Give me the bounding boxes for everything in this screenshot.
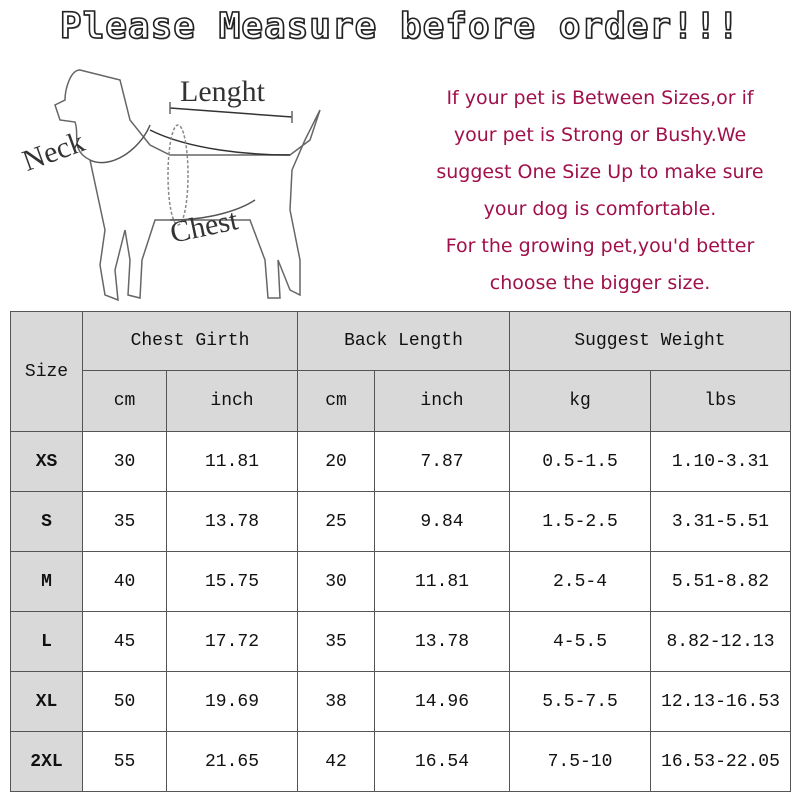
sizing-note: If your pet is Between Sizes,or if your … <box>400 80 800 302</box>
unit-header: inch <box>374 370 510 432</box>
table-cell: 5.5-7.5 <box>509 671 651 732</box>
table-cell: 19.69 <box>166 671 298 732</box>
size-cell: XS <box>10 431 83 492</box>
table-cell: 50 <box>82 671 167 732</box>
table-cell: 0.5-1.5 <box>509 431 651 492</box>
size-table: Size Chest Girth Back Length Suggest Wei… <box>10 311 791 792</box>
table-cell: 15.75 <box>166 551 298 612</box>
table-cell: 45 <box>82 611 167 672</box>
table-cell: 14.96 <box>374 671 510 732</box>
table-cell: 11.81 <box>166 431 298 492</box>
unit-header: lbs <box>650 370 791 432</box>
table-cell: 17.72 <box>166 611 298 672</box>
table-cell: 7.5-10 <box>509 731 651 792</box>
table-cell: 11.81 <box>374 551 510 612</box>
table-cell: 13.78 <box>166 491 298 552</box>
note-line: For the growing pet,you'd better <box>445 235 755 257</box>
page-title: Please Measure before order!!! <box>59 5 741 48</box>
length-label: Lenght <box>180 75 265 108</box>
table-cell: 42 <box>297 731 375 792</box>
note-line: suggest One Size Up to make sure <box>436 161 764 183</box>
table-cell: 38 <box>297 671 375 732</box>
table-cell: 20 <box>297 431 375 492</box>
note-line: your dog is comfortable. <box>483 198 717 220</box>
table-row: M 40 15.75 30 11.81 2.5-4 5.51-8.82 <box>10 551 791 612</box>
table-cell: 16.53-22.05 <box>650 731 791 792</box>
size-cell: XL <box>10 671 83 732</box>
note-line: your pet is Strong or Bushy.We <box>453 124 747 146</box>
table-row: S 35 13.78 25 9.84 1.5-2.5 3.31-5.51 <box>10 491 791 552</box>
table-cell: 35 <box>297 611 375 672</box>
table-cell: 1.5-2.5 <box>509 491 651 552</box>
note-line: If your pet is Between Sizes,or if <box>446 87 754 109</box>
chest-girth-header: Chest Girth <box>82 311 298 371</box>
table-cell: 30 <box>82 431 167 492</box>
size-cell: L <box>10 611 83 672</box>
unit-header: cm <box>82 370 167 432</box>
table-cell: 13.78 <box>374 611 510 672</box>
table-cell: 4-5.5 <box>509 611 651 672</box>
table-cell: 1.10-3.31 <box>650 431 791 492</box>
table-cell: 40 <box>82 551 167 612</box>
table-cell: 30 <box>297 551 375 612</box>
table-cell: 25 <box>297 491 375 552</box>
table-row: L 45 17.72 35 13.78 4-5.5 8.82-12.13 <box>10 611 791 672</box>
note-line: choose the bigger size. <box>489 272 711 294</box>
table-cell: 8.82-12.13 <box>650 611 791 672</box>
table-cell: 16.54 <box>374 731 510 792</box>
size-header: Size <box>10 311 83 432</box>
table-row: XS 30 11.81 20 7.87 0.5-1.5 1.10-3.31 <box>10 431 791 492</box>
back-length-header: Back Length <box>297 311 510 371</box>
table-cell: 21.65 <box>166 731 298 792</box>
size-cell: 2XL <box>10 731 83 792</box>
table-cell: 2.5-4 <box>509 551 651 612</box>
table-cell: 35 <box>82 491 167 552</box>
table-row: 2XL 55 21.65 42 16.54 7.5-10 16.53-22.05 <box>10 731 791 792</box>
size-cell: M <box>10 551 83 612</box>
dog-outline-icon <box>54 69 321 302</box>
unit-header: kg <box>509 370 651 432</box>
unit-header: inch <box>166 370 298 432</box>
unit-header: cm <box>297 370 375 432</box>
table-cell: 9.84 <box>374 491 510 552</box>
table-cell: 7.87 <box>374 431 510 492</box>
table-cell: 5.51-8.82 <box>650 551 791 612</box>
table-cell: 55 <box>82 731 167 792</box>
table-row: XL 50 19.69 38 14.96 5.5-7.5 12.13-16.53 <box>10 671 791 732</box>
table-cell: 3.31-5.51 <box>650 491 791 552</box>
suggest-weight-header: Suggest Weight <box>509 311 791 371</box>
size-cell: S <box>10 491 83 552</box>
table-cell: 12.13-16.53 <box>650 671 791 732</box>
